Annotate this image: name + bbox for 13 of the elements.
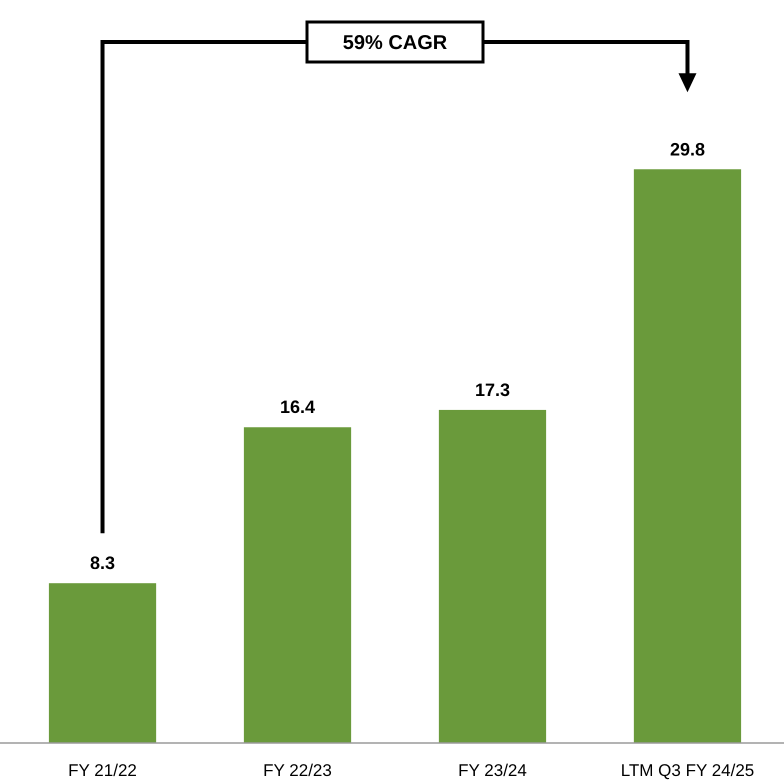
x-tick-label: FY 21/22 [68,761,137,780]
bar [438,410,546,743]
text: 59% CAGR [342,32,448,54]
data-label: 17.3 [474,380,510,400]
x-tick-label: LTM Q3 FY 24/25 [620,761,754,780]
bar [244,427,352,743]
data-label: 8.3 [90,553,116,574]
bar [48,583,156,743]
data-label: 29.8 [670,139,706,160]
x-tick-label: FY 23/24 [458,761,527,780]
data-label: 16.4 [280,397,316,418]
x-tick-label: FY 22/23 [263,761,332,780]
bar [634,169,742,743]
